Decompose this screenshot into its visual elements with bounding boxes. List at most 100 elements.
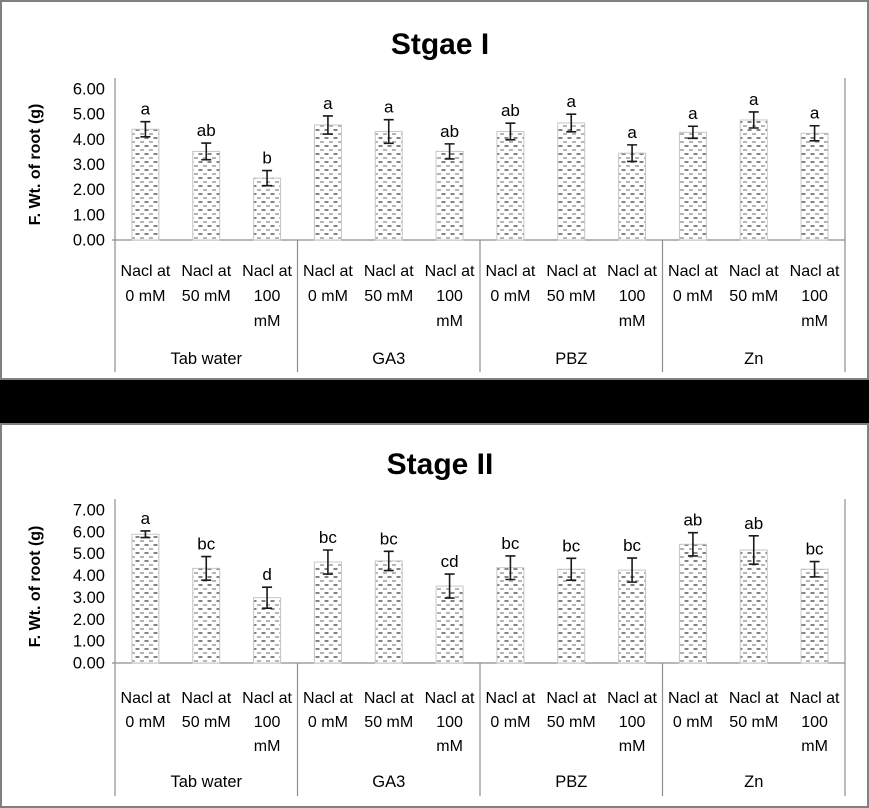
category-label-line: 100 <box>436 714 463 731</box>
category-label-line: 50 mM <box>182 288 231 305</box>
category-label-line: Nacl at <box>790 263 840 280</box>
y-tick-label: 0.00 <box>73 232 105 250</box>
category-label-line: 0 mM <box>490 288 530 305</box>
significance-letter: bc <box>380 529 398 548</box>
error-bar <box>383 118 394 145</box>
category-label-line: Nacl at <box>729 263 779 280</box>
bar <box>678 543 707 664</box>
y-tick-label: 1.00 <box>73 206 105 224</box>
group-label: Tab water <box>170 350 242 368</box>
bar <box>374 131 403 241</box>
y-axis-title: F. Wt. of root (g) <box>27 104 44 226</box>
category-label-line: Nacl at <box>607 690 657 707</box>
y-tick-label: 2.00 <box>73 611 105 629</box>
significance-letter: ab <box>501 101 520 120</box>
chart-title: Stage II <box>387 448 494 481</box>
bar <box>496 131 525 241</box>
category-label-line: mM <box>254 738 281 755</box>
significance-letter: a <box>688 104 698 123</box>
category-label-line: Nacl at <box>425 263 475 280</box>
category-label-line: Nacl at <box>486 263 536 280</box>
category-label-line: 50 mM <box>729 288 778 305</box>
group-label: Zn <box>744 773 763 791</box>
y-tick-label: 1.00 <box>73 633 105 651</box>
bar <box>313 561 342 664</box>
bar <box>618 569 647 664</box>
significance-letter: a <box>567 92 577 111</box>
significance-letter: ab <box>683 511 702 530</box>
bar <box>131 533 160 664</box>
bar <box>192 150 221 241</box>
significance-letter: cd <box>441 552 459 571</box>
group-label: Tab water <box>170 773 242 791</box>
category-label-line: Nacl at <box>486 690 536 707</box>
y-tick-label: 7.00 <box>73 502 105 520</box>
y-tick-label: 5.00 <box>73 545 105 563</box>
category-label-line: mM <box>436 313 463 330</box>
error-bar <box>809 560 820 578</box>
error-bar <box>627 557 638 583</box>
bar-chart-1: Stgae I F. Wt. of root (g) 0.00 1.00 2.00 3.0… <box>0 0 869 380</box>
bar <box>192 567 221 664</box>
category-label-line: 100 <box>436 288 463 305</box>
error-bar <box>262 586 273 609</box>
error-bar <box>201 142 212 161</box>
error-bar <box>201 555 212 581</box>
bar <box>618 152 647 241</box>
error-bar <box>444 143 455 160</box>
group-label: PBZ <box>555 350 587 368</box>
bar <box>374 560 403 664</box>
group-label: Zn <box>744 350 763 368</box>
error-bar <box>505 122 516 141</box>
category-label-line: 0 mM <box>125 714 165 731</box>
error-bar <box>262 169 273 187</box>
category-label-line: 0 mM <box>125 288 165 305</box>
y-tick-label: 3.00 <box>73 589 105 607</box>
significance-letter: a <box>749 90 759 109</box>
significance-letter: ab <box>744 514 763 533</box>
error-bar <box>627 144 638 163</box>
bar <box>800 568 829 664</box>
significance-letter: d <box>262 565 271 584</box>
bar <box>557 122 586 241</box>
significance-letter: a <box>141 100 151 119</box>
bar-chart-2: Stage II F. Wt. of root (g) 0.00 1.00 2.00 3.… <box>0 423 869 808</box>
category-label-line: Nacl at <box>181 690 231 707</box>
category-label-line: Nacl at <box>607 263 657 280</box>
chart-panel-stage-2: Stage II F. Wt. of root (g) 0.00 1.00 2.00 3.… <box>0 423 869 808</box>
group-label: GA3 <box>372 773 405 791</box>
bar <box>313 124 342 241</box>
significance-letter: a <box>384 98 394 117</box>
category-label-line: Nacl at <box>242 690 292 707</box>
category-label-line: Nacl at <box>303 690 353 707</box>
category-label-line: 0 mM <box>673 288 713 305</box>
category-label-line: mM <box>619 738 646 755</box>
y-tick-label: 4.00 <box>73 567 105 585</box>
error-bar <box>140 530 151 539</box>
category-label-line: Nacl at <box>729 690 779 707</box>
category-label-line: Nacl at <box>364 263 414 280</box>
group-label: PBZ <box>555 773 587 791</box>
error-bar <box>687 531 698 557</box>
category-label-line: mM <box>254 313 281 330</box>
category-label-line: 100 <box>254 714 281 731</box>
bar <box>678 131 707 241</box>
error-bar <box>748 111 759 129</box>
category-label-line: 0 mM <box>308 288 348 305</box>
significance-letter: a <box>810 104 820 123</box>
significance-letter: bc <box>197 535 215 554</box>
category-label-line: Nacl at <box>790 690 840 707</box>
category-label-line: 50 mM <box>547 714 596 731</box>
error-bar <box>444 573 455 599</box>
category-label-line: Nacl at <box>364 690 414 707</box>
y-tick-label: 3.00 <box>73 156 105 174</box>
y-tick-label: 4.00 <box>73 131 105 149</box>
y-tick-label: 5.00 <box>73 106 105 124</box>
y-tick-label: 2.00 <box>73 181 105 199</box>
bar <box>253 177 282 241</box>
category-label-line: mM <box>801 313 828 330</box>
significance-letter: a <box>323 94 333 113</box>
category-label-line: 50 mM <box>729 714 778 731</box>
category-label-line: Nacl at <box>121 690 171 707</box>
category-label-line: Nacl at <box>303 263 353 280</box>
